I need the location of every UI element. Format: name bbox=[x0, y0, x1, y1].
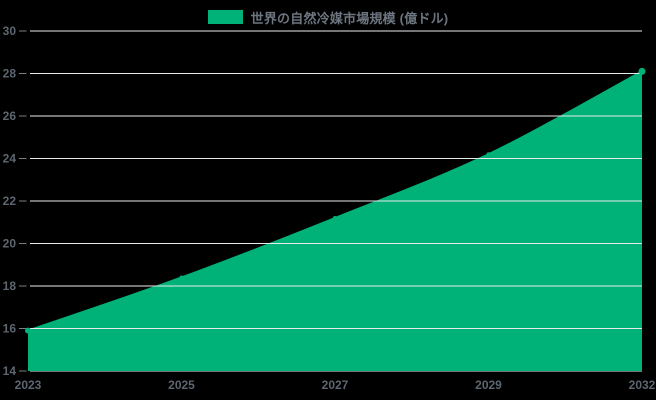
y-tick-label-18: 18 bbox=[3, 279, 17, 293]
point-marker-2032 bbox=[638, 67, 646, 75]
point-marker-2025 bbox=[179, 275, 184, 280]
legend-label: 世界の自然冷媒市場規模 (億ドル) bbox=[250, 10, 449, 26]
x-axis-label-2027: 2027 bbox=[322, 378, 349, 392]
y-tick-label-14: 14 bbox=[3, 364, 17, 378]
point-marker-2023 bbox=[25, 327, 31, 334]
y-tick-label-22: 22 bbox=[3, 194, 17, 208]
y-tick-label-16: 16 bbox=[3, 322, 17, 336]
y-tick-label-28: 28 bbox=[3, 67, 17, 81]
y-tick-label-30: 30 bbox=[3, 24, 17, 38]
area-series bbox=[28, 71, 642, 371]
x-axis-label-2025: 2025 bbox=[168, 378, 195, 392]
y-tick-label-24: 24 bbox=[3, 152, 17, 166]
x-axis-label-2029: 2029 bbox=[475, 378, 502, 392]
y-tick-label-26: 26 bbox=[3, 109, 17, 123]
legend-item[interactable]: 世界の自然冷媒市場規模 (億ドル) bbox=[0, 8, 656, 26]
legend-swatch bbox=[207, 10, 243, 24]
y-tick-label-20: 20 bbox=[3, 237, 17, 251]
point-marker-2029 bbox=[486, 152, 491, 157]
x-axis-label-2032: 2032 bbox=[629, 378, 656, 392]
point-marker-2027 bbox=[333, 216, 337, 220]
x-axis-label-2023: 2023 bbox=[15, 378, 42, 392]
